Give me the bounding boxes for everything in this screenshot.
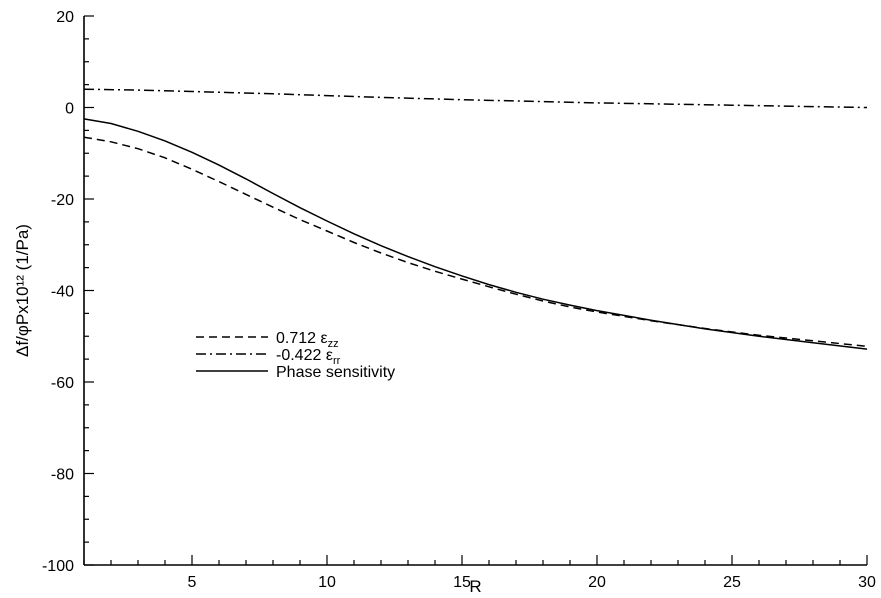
legend-label-1: 0.712 εzz xyxy=(276,330,339,350)
x-tick-label: 10 xyxy=(318,574,336,591)
x-tick-label: 5 xyxy=(188,574,197,591)
legend-label-3: Phase sensitivity xyxy=(276,364,395,381)
x-tick-label: 30 xyxy=(858,574,876,591)
y-tick-label: -100 xyxy=(42,558,74,575)
y-tick-label: -60 xyxy=(51,375,74,392)
x-tick-label: 15 xyxy=(453,574,471,591)
y-tick-label: -40 xyxy=(51,284,74,301)
series-line-1 xyxy=(83,136,868,348)
series-line-2 xyxy=(83,88,868,109)
series-layer xyxy=(83,88,868,350)
x-tick-label: 20 xyxy=(588,574,606,591)
legend-label-2: -0.422 εrr xyxy=(276,347,341,367)
y-tick-label: -80 xyxy=(51,467,74,484)
series-line-3 xyxy=(83,118,868,350)
x-tick-label: 25 xyxy=(723,574,741,591)
y-tick-label: 20 xyxy=(56,9,74,26)
y-tick-label: 0 xyxy=(65,101,74,118)
legend-subscript: rr xyxy=(333,355,341,367)
y-axis-title: Δf/φPx10¹² (1/Pa) xyxy=(13,224,32,357)
legend-subscript: zz xyxy=(328,338,339,350)
axes: -100 -80 -60 -40 -20 0 20 5 10 15 20 25 30 R Δf/φPx10¹… xyxy=(13,9,876,596)
x-axis-title: R xyxy=(469,577,481,596)
y-tick-label: -20 xyxy=(51,192,74,209)
